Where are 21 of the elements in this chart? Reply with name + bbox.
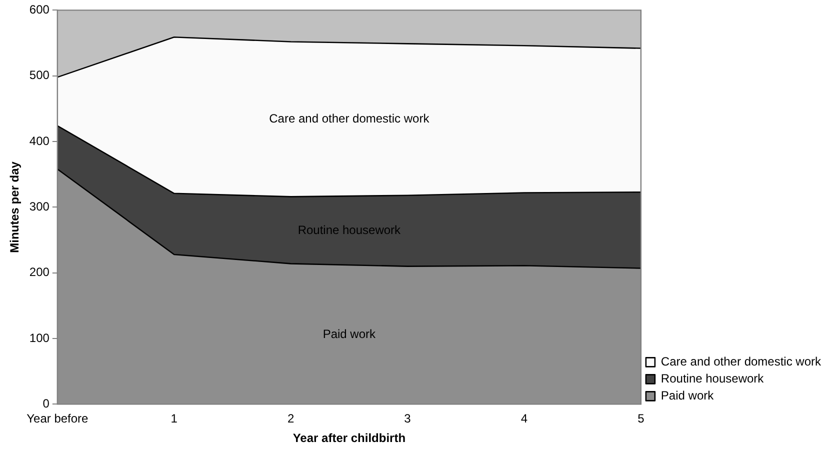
x-tick-label: 2 <box>287 412 294 426</box>
legend-label: Care and other domestic work <box>660 354 822 369</box>
x-tick-label: 5 <box>638 412 645 426</box>
y-axis-title: Minutes per day <box>8 161 22 253</box>
y-tick-label: 0 <box>42 396 50 411</box>
y-tick-label: 600 <box>29 2 50 17</box>
x-tick-label: 4 <box>520 412 528 426</box>
y-tick-label: 100 <box>29 330 50 345</box>
x-tick-label: 3 <box>404 412 412 426</box>
x-axis-title: Year after childbirth <box>292 431 406 446</box>
annotation: Routine housework <box>298 222 402 237</box>
y-tick-label: 400 <box>29 134 50 148</box>
y-tick-label: 200 <box>29 265 50 280</box>
x-tick-label: Year before <box>26 412 89 426</box>
y-tick-label: 300 <box>29 200 50 214</box>
x-tick-label: 1 <box>170 412 178 426</box>
annotation: Care and other domestic work <box>269 112 430 126</box>
annotation: Paid work <box>322 326 377 341</box>
legend-label: Paid work <box>660 388 715 403</box>
legend-label: Routine housework <box>660 372 765 386</box>
y-tick-label: 500 <box>29 68 50 82</box>
